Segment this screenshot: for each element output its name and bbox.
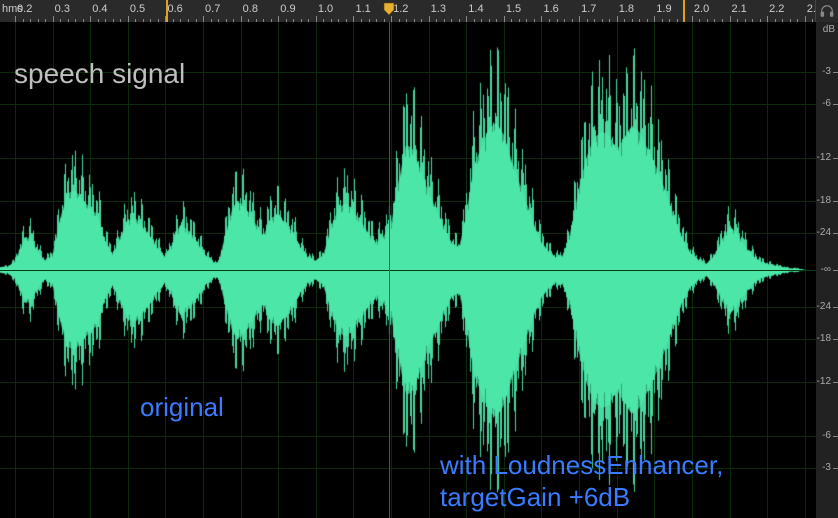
ruler-tick-label: 0.8 xyxy=(243,3,258,15)
ruler-tick-label: 1.6 xyxy=(543,3,558,15)
db-tick-label: -6 xyxy=(822,430,831,441)
playback-cursor[interactable] xyxy=(389,22,390,518)
ruler-tick-label: 1.1 xyxy=(355,3,370,15)
audio-editor-viewport: hms 0.20.30.40.50.60.70.80.91.01.11.21.3… xyxy=(0,0,838,518)
ruler-tick-label: 1.8 xyxy=(619,3,634,15)
ruler-tick-label: 2.2 xyxy=(769,3,784,15)
loop-end-marker[interactable] xyxy=(683,0,685,22)
ruler-tick-label: 0.7 xyxy=(205,3,220,15)
db-tick-label: -18 xyxy=(817,333,831,344)
ruler-tick-label: 0.9 xyxy=(280,3,295,15)
db-tick-label: -3 xyxy=(822,462,831,473)
db-scale: dB -3 -6 -12 -18 -24 -∞ -24 -18 -12 -6 -3 xyxy=(815,22,838,518)
original-label: original xyxy=(140,392,224,423)
ruler-tick-label: 0.6 xyxy=(167,3,182,15)
waveform-plot[interactable]: speech signal original with LoudnessEnha… xyxy=(0,22,816,518)
enhancer-label-line1: with LoudnessEnhancer, xyxy=(440,450,723,481)
title-label: speech signal xyxy=(14,58,185,90)
db-tick-label: -6 xyxy=(822,98,831,109)
db-tick-label: -12 xyxy=(817,376,831,387)
ruler-tick-label: 1.3 xyxy=(431,3,446,15)
headphones-icon[interactable] xyxy=(815,0,838,23)
ruler-tick-label: 1.0 xyxy=(318,3,333,15)
enhancer-label-line2: targetGain +6dB xyxy=(440,482,630,513)
ruler-tick-label: 2.0 xyxy=(694,3,709,15)
db-tick-label: -∞ xyxy=(821,264,831,275)
ruler-tick-label: 0.5 xyxy=(130,3,145,15)
db-tick-label: -12 xyxy=(817,152,831,163)
ruler-tick-label: 1.7 xyxy=(581,3,596,15)
db-scale-unit: dB xyxy=(823,24,835,35)
db-tick-label: -3 xyxy=(822,66,831,77)
ruler-tick-label: 1.4 xyxy=(468,3,483,15)
ruler-tick-label: 0.2 xyxy=(17,3,32,15)
loop-start-marker[interactable] xyxy=(166,0,168,22)
playback-marker-icon[interactable] xyxy=(383,2,395,16)
ruler-tick-label: 0.4 xyxy=(92,3,107,15)
time-ruler[interactable]: hms 0.20.30.40.50.60.70.80.91.01.11.21.3… xyxy=(0,0,816,23)
ruler-tick-label: 0.3 xyxy=(55,3,70,15)
db-tick-label: -24 xyxy=(817,301,831,312)
ruler-tick-label: 2.1 xyxy=(732,3,747,15)
ruler-tick-label: 1.5 xyxy=(506,3,521,15)
db-tick-label: -24 xyxy=(817,227,831,238)
db-tick-label: -18 xyxy=(817,195,831,206)
ruler-tick-label: 1.9 xyxy=(656,3,671,15)
waveform-centerline xyxy=(0,270,816,271)
ruler-tick-label: 1.2 xyxy=(393,3,408,15)
